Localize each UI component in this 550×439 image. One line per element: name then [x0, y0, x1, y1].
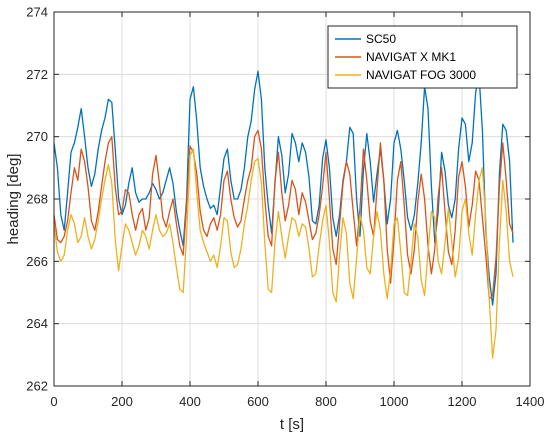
- x-tick-label: 200: [111, 394, 133, 409]
- y-tick-label: 270: [26, 129, 48, 144]
- x-tick-label: 600: [247, 394, 269, 409]
- series-lines: [53, 70, 514, 359]
- y-tick-label: 264: [26, 316, 48, 331]
- x-tick-label: 800: [315, 394, 337, 409]
- x-tick-label: 1000: [380, 394, 409, 409]
- x-tick-label: 400: [179, 394, 201, 409]
- x-axis-label: t [s]: [280, 416, 304, 433]
- y-axis-label: heading [deg]: [5, 154, 22, 245]
- series-line-navigat-fog-3000: [53, 148, 514, 359]
- y-tick-label: 266: [26, 254, 48, 269]
- y-tick-label: 272: [26, 67, 48, 82]
- x-tick-label: 0: [50, 394, 57, 409]
- x-tick-label: 1400: [516, 394, 545, 409]
- legend-label-navigat-fog-3000: NAVIGAT FOG 3000: [366, 68, 476, 82]
- x-tick-label: 1200: [448, 394, 477, 409]
- axis-ticks: 0 200 400 600 800 1000 1200 1400 262 264 266 268 270…: [26, 5, 544, 410]
- legend-label-navigat-x-mk1: NAVIGAT X MK1: [366, 50, 456, 64]
- y-tick-label: 268: [26, 192, 48, 207]
- legend: SC50 NAVIGAT X MK1 NAVIGAT FOG 3000: [327, 25, 518, 89]
- series-line-navigat-x-mk1: [53, 129, 514, 300]
- y-tick-label: 274: [26, 5, 48, 20]
- legend-label-sc50: SC50: [366, 32, 396, 46]
- y-tick-label: 262: [26, 379, 48, 394]
